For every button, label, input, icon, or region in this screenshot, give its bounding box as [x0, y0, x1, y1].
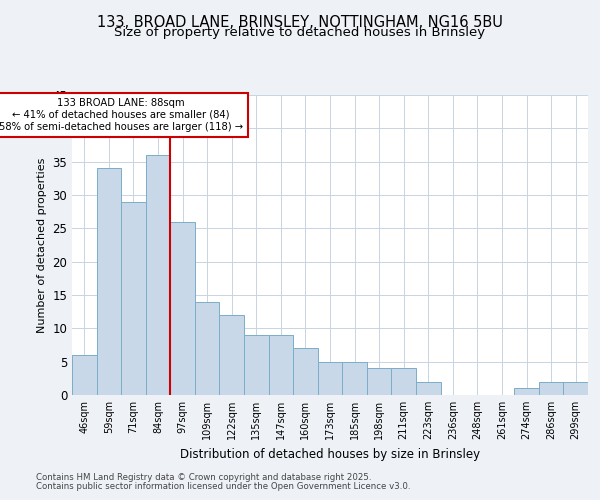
Bar — [514, 388, 539, 395]
Bar — [220, 315, 244, 395]
Bar — [72, 355, 97, 395]
X-axis label: Distribution of detached houses by size in Brinsley: Distribution of detached houses by size … — [180, 448, 480, 460]
Text: 133 BROAD LANE: 88sqm
← 41% of detached houses are smaller (84)
58% of semi-deta: 133 BROAD LANE: 88sqm ← 41% of detached … — [0, 98, 243, 132]
Text: Contains public sector information licensed under the Open Government Licence v3: Contains public sector information licen… — [36, 482, 410, 491]
Bar — [269, 335, 293, 395]
Bar — [97, 168, 121, 395]
Bar — [146, 155, 170, 395]
Bar — [342, 362, 367, 395]
Bar — [293, 348, 318, 395]
Bar — [416, 382, 440, 395]
Bar — [367, 368, 391, 395]
Text: Size of property relative to detached houses in Brinsley: Size of property relative to detached ho… — [115, 26, 485, 39]
Bar — [121, 202, 146, 395]
Bar — [391, 368, 416, 395]
Text: 133, BROAD LANE, BRINSLEY, NOTTINGHAM, NG16 5BU: 133, BROAD LANE, BRINSLEY, NOTTINGHAM, N… — [97, 15, 503, 30]
Bar — [170, 222, 195, 395]
Bar — [195, 302, 220, 395]
Text: Contains HM Land Registry data © Crown copyright and database right 2025.: Contains HM Land Registry data © Crown c… — [36, 472, 371, 482]
Y-axis label: Number of detached properties: Number of detached properties — [37, 158, 47, 332]
Bar — [244, 335, 269, 395]
Bar — [318, 362, 342, 395]
Bar — [539, 382, 563, 395]
Bar — [563, 382, 588, 395]
